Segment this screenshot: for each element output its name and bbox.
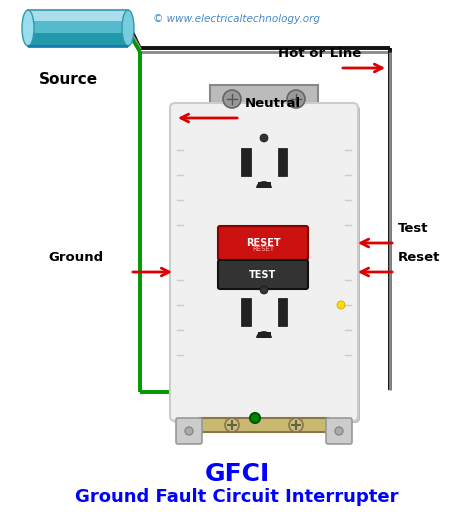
Bar [200,418,328,432]
Bar [28,39,128,41]
Bar [278,148,287,176]
Bar [258,182,271,188]
Text: Source: Source [38,72,98,87]
Circle shape [335,427,343,435]
Bar [28,40,128,43]
Ellipse shape [22,10,34,46]
Bar [210,85,318,113]
Bar [241,148,251,176]
Bar [28,37,128,39]
Bar [28,14,128,16]
Circle shape [337,301,345,309]
Bar [28,23,128,26]
Circle shape [185,427,193,435]
Text: Ground: Ground [48,251,103,264]
FancyBboxPatch shape [170,103,358,421]
FancyBboxPatch shape [172,105,360,423]
Text: TEST: TEST [249,269,277,279]
Ellipse shape [122,10,134,46]
Bar [28,10,128,12]
Circle shape [225,418,239,432]
Text: © www.electricaltechnology.org: © www.electricaltechnology.org [154,14,320,24]
Text: Ground Fault Circuit Interrupter: Ground Fault Circuit Interrupter [75,488,399,506]
Text: RESET: RESET [252,246,274,252]
Bar [28,21,128,24]
Bar [28,25,128,28]
Bar [258,332,271,338]
Circle shape [287,90,305,108]
Circle shape [223,90,241,108]
Bar [28,17,128,20]
Text: RESET: RESET [246,238,280,248]
Text: Hot or Line: Hot or Line [278,47,361,60]
Bar [28,46,128,48]
Bar [28,27,128,30]
Bar [28,33,128,35]
Text: GFCI: GFCI [204,462,270,486]
FancyBboxPatch shape [218,226,308,260]
Bar [28,31,128,33]
Text: Test: Test [398,222,428,235]
Circle shape [289,418,303,432]
Bar [28,29,128,31]
Bar [28,12,128,14]
Text: Neutral: Neutral [245,97,301,110]
Bar [28,42,128,44]
Bar [278,298,287,326]
FancyBboxPatch shape [218,260,308,289]
Circle shape [250,413,260,423]
FancyBboxPatch shape [326,418,352,444]
Text: Reset: Reset [398,251,440,264]
Bar [28,44,128,47]
Circle shape [260,286,268,294]
Circle shape [260,134,268,142]
Bar [28,34,128,37]
Bar [241,298,251,326]
Bar [28,20,128,22]
Bar [28,16,128,18]
FancyBboxPatch shape [176,418,202,444]
